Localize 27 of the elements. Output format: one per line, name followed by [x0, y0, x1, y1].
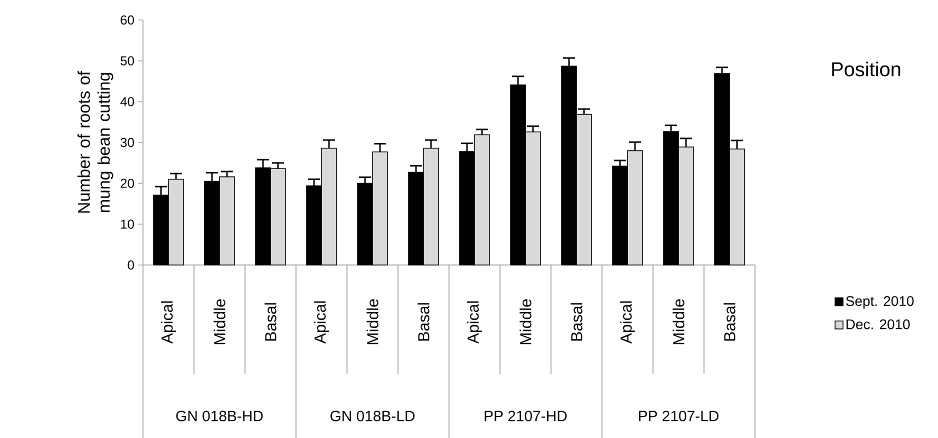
x-tick-label: Middle: [520, 299, 532, 344]
y-tick-label: 50: [120, 56, 134, 66]
x-tick-label: Middle: [214, 299, 226, 344]
x-tick-label: Apical: [620, 301, 635, 344]
legend-label: Dec. 2010: [846, 319, 910, 330]
x-tick-label: Apical: [161, 301, 176, 344]
text: PP 2107-LD: [639, 410, 718, 422]
text: GN 018B-HD: [176, 410, 263, 422]
x-tick-label: Apical: [467, 301, 482, 344]
x-tick-label: Apical: [314, 301, 329, 344]
y-tick-label: 10: [121, 220, 134, 229]
x-tick-label: Basal: [418, 303, 430, 341]
y-tick-label: 40: [120, 97, 134, 106]
x-tick-label: Middle: [672, 299, 684, 344]
x-tick-label: Basal: [264, 303, 276, 341]
y-axis-title: Number of roots of mung bean cutting: [78, 70, 114, 213]
x-tick-label: Basal: [724, 303, 736, 341]
y-tick-label: 60: [120, 15, 134, 25]
legend-title: Position: [832, 62, 900, 76]
x-tick-label: Middle: [366, 299, 378, 344]
legend-label: Sept. 2010: [846, 296, 914, 309]
y-tick-label: 20: [120, 178, 134, 188]
y-tick-label: 0: [128, 260, 134, 270]
text: PP 2107-HD: [484, 410, 567, 422]
y-tick-label: 30: [120, 138, 134, 148]
x-tick-label: Basal: [570, 303, 582, 341]
text: GN 018B-LD: [330, 410, 415, 422]
